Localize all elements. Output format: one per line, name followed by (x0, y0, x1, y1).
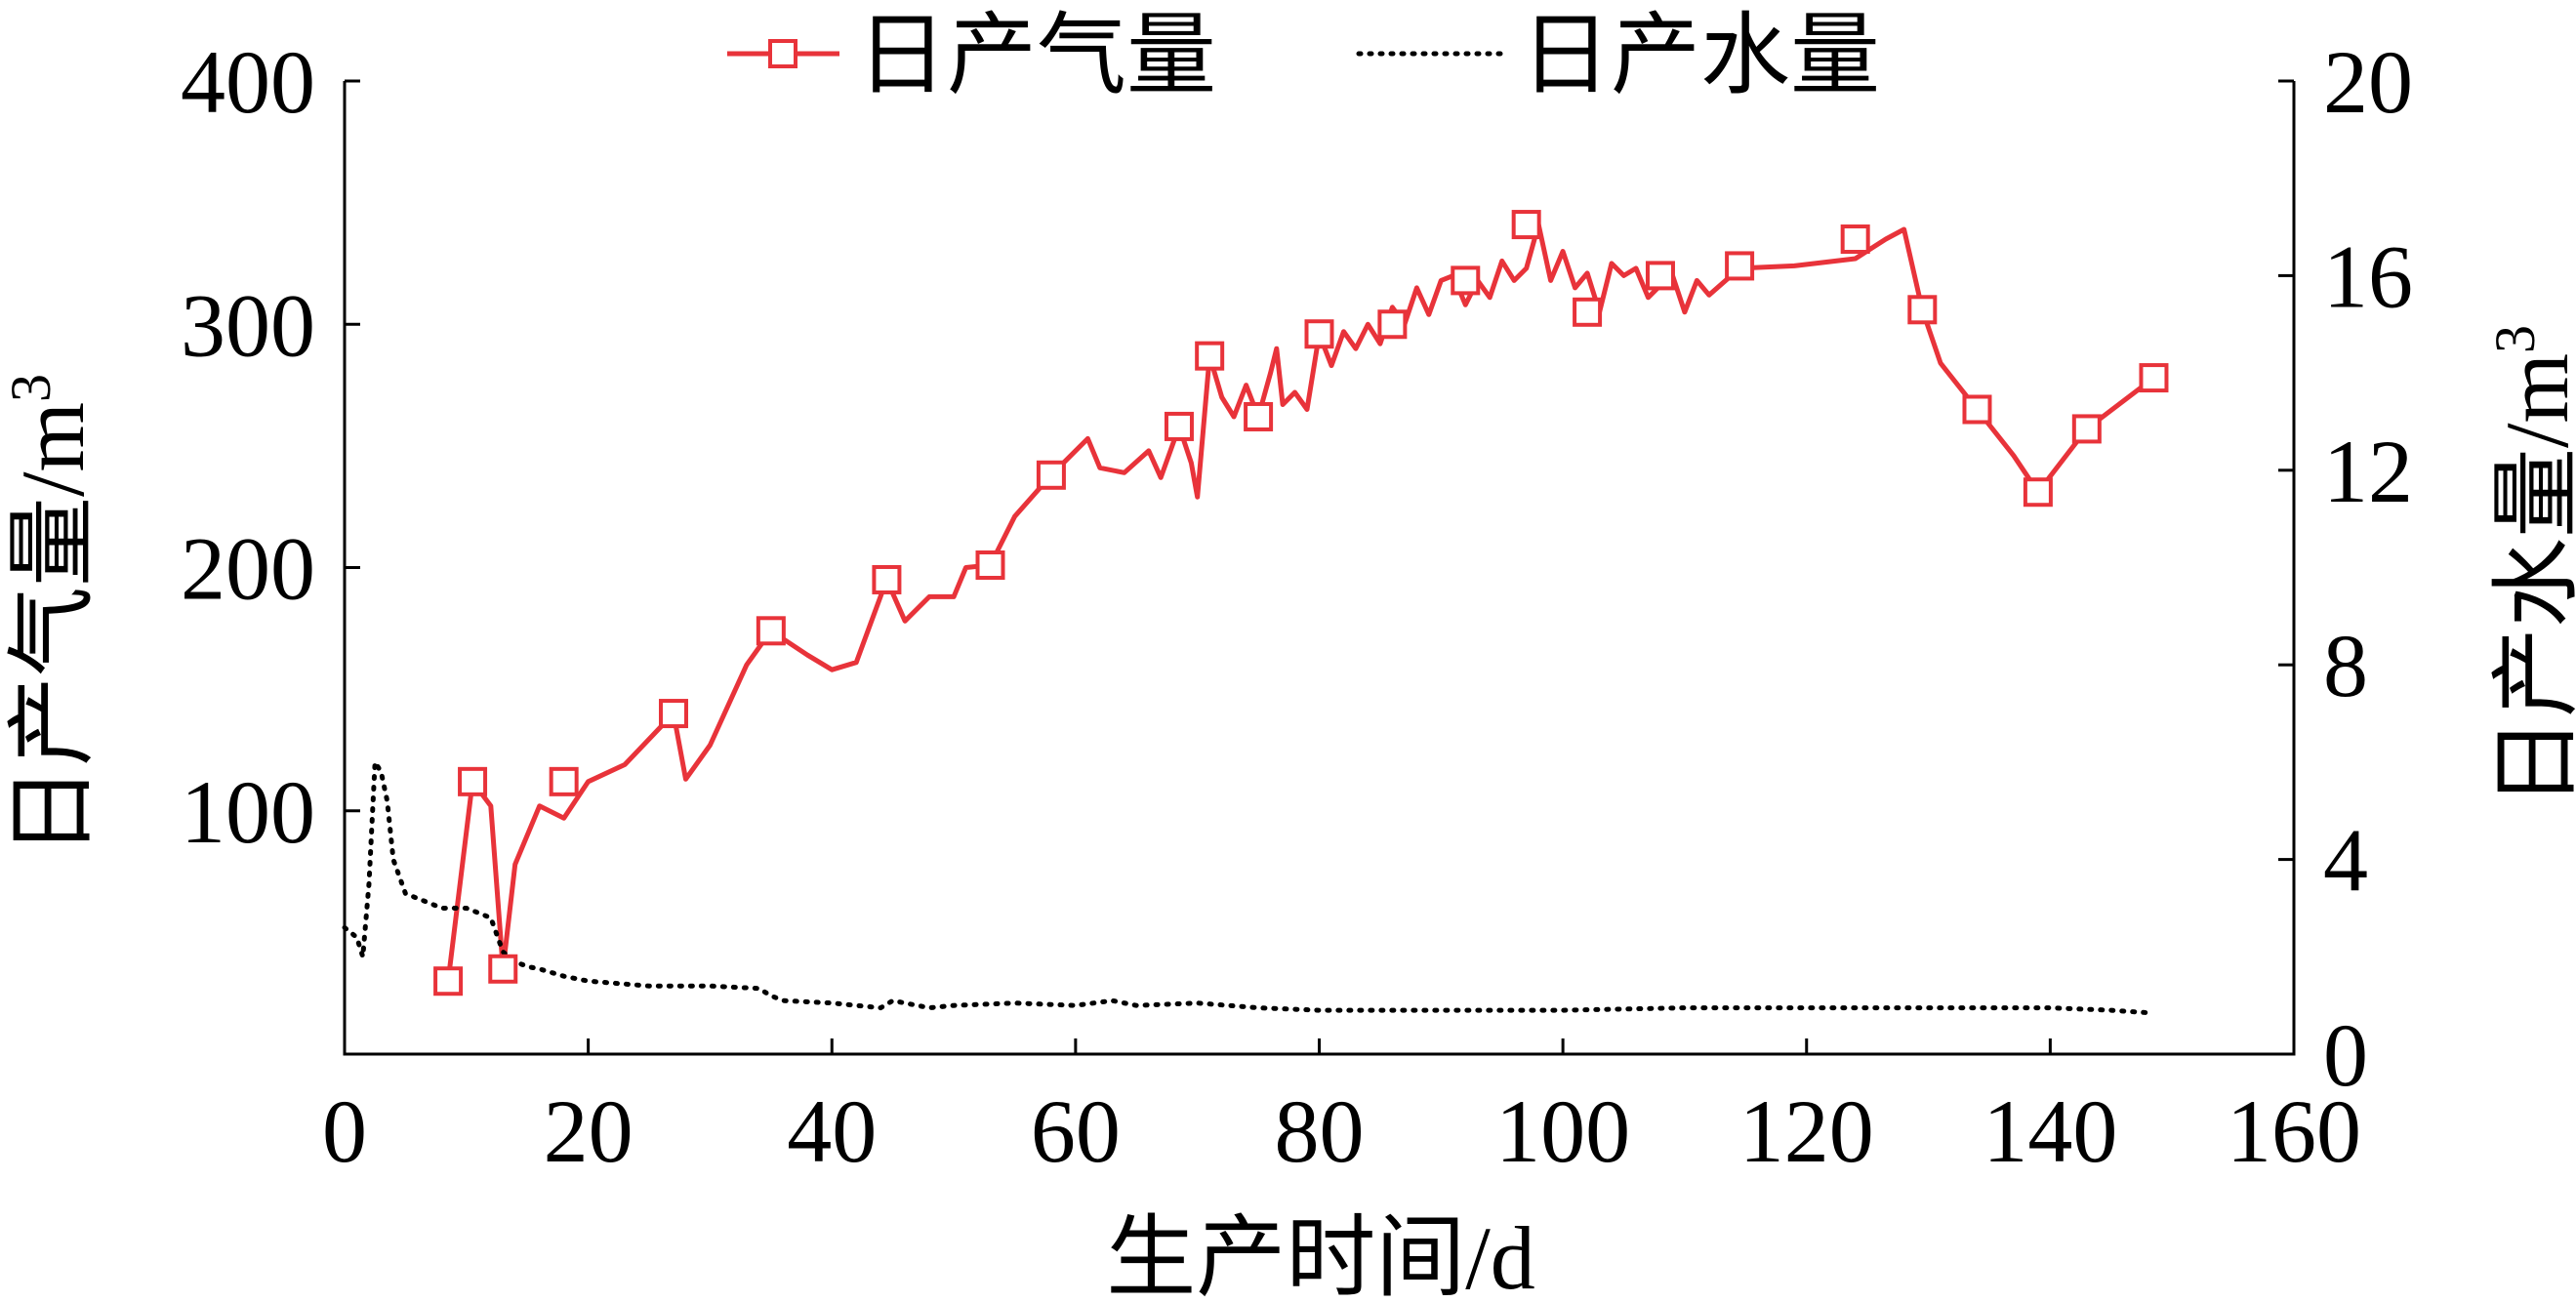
y-right-tick-label: 12 (2323, 422, 2413, 521)
gas-marker-point (872, 564, 902, 594)
x-tick-label: 40 (787, 1081, 877, 1181)
gas-marker-point (1036, 460, 1066, 490)
y-right-tick-label: 4 (2323, 811, 2368, 911)
axes: 0 20 40 60 80 100 120 140 160 100 200 300 400 0 4 8 12 16… (181, 32, 2413, 1181)
legend-gas-label: 日产气量 (857, 6, 1216, 105)
axis-frame (343, 81, 2296, 1056)
x-tick-label: 60 (1031, 1081, 1121, 1181)
x-tick-label: 160 (2227, 1081, 2361, 1181)
legend-water-label: 日产水量 (1521, 6, 1880, 105)
x-tick-label: 140 (1983, 1081, 2117, 1181)
y-left-axis-title: 日产气量/m3 (0, 374, 102, 856)
gas-marker-point (2139, 363, 2169, 393)
y-left-tick-label: 100 (181, 762, 315, 862)
gas-marker-point (1840, 224, 1870, 255)
gas-marker-point (1451, 265, 1481, 296)
gas-marker-point (1907, 295, 1938, 325)
y-left-tick-label: 400 (181, 32, 315, 132)
y-right-tick-label: 8 (2323, 616, 2368, 715)
gas-marker-point (756, 616, 786, 646)
x-tick-label: 20 (544, 1081, 634, 1181)
y-right-tick-label: 0 (2323, 1005, 2368, 1105)
gas-marker-point (1195, 341, 1225, 371)
gas-marker-point (1511, 210, 1541, 240)
gas-marker-point (1645, 261, 1675, 291)
x-axis-title: 生产时间/d (1106, 1208, 1535, 1302)
gas-marker-point (549, 766, 579, 796)
x-tick-label: 80 (1275, 1081, 1365, 1181)
gas-marker-point (1164, 411, 1194, 441)
x-tick-label: 0 (322, 1081, 367, 1181)
gas-marker-point (658, 699, 688, 729)
gas-marker-point (975, 550, 1005, 581)
gas-marker-point (1304, 319, 1334, 349)
y-right-tick-label: 20 (2323, 32, 2413, 132)
series-gas-line (445, 222, 2156, 982)
legend-gas-marker (768, 39, 797, 68)
y-left-tick-label: 300 (181, 275, 315, 375)
gas-marker-point (488, 954, 518, 984)
gas-marker-point (1377, 309, 1408, 340)
y-right-tick-label: 16 (2323, 226, 2413, 326)
legend: 日产气量 日产水量 (727, 6, 1880, 105)
gas-marker-point (458, 766, 488, 796)
y-left-tick-label: 200 (181, 519, 315, 619)
series-layer (342, 210, 2169, 1016)
gas-marker-point (1962, 394, 1992, 425)
x-tick-label: 100 (1495, 1081, 1630, 1181)
y-right-axis-title: 日产水量/m3 (2483, 325, 2576, 807)
gas-marker-point (2023, 477, 2053, 508)
gas-marker-point (1244, 401, 1274, 431)
x-tick-label: 120 (1739, 1081, 1874, 1181)
gas-marker-point (433, 966, 464, 997)
gas-marker-point (1725, 251, 1755, 281)
series-water-line (342, 753, 2150, 1016)
gas-marker-point (2071, 414, 2102, 444)
gas-marker-point (1573, 297, 1603, 327)
